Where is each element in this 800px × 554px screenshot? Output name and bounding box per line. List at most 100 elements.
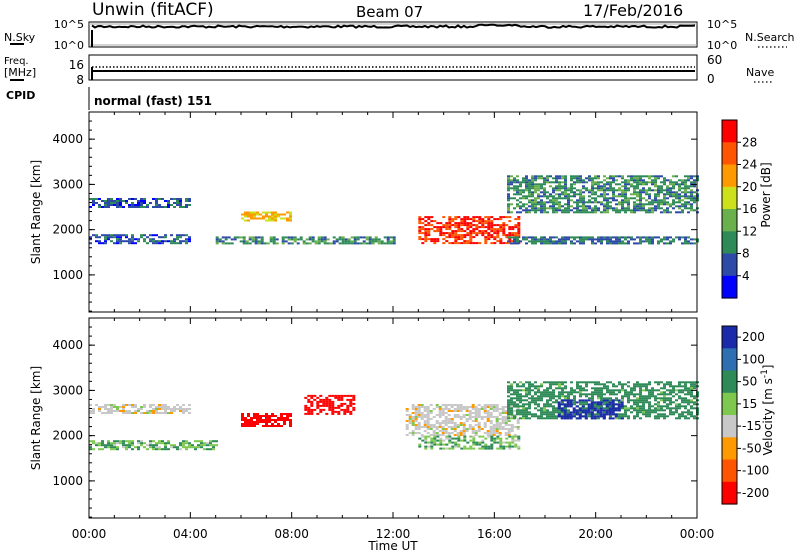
power-cell bbox=[347, 240, 351, 243]
power-cell bbox=[244, 219, 247, 222]
velocity-cell bbox=[113, 404, 116, 406]
velocity-cell bbox=[621, 407, 624, 410]
power-cell bbox=[424, 220, 428, 223]
power-cell bbox=[107, 204, 110, 206]
velocity-cell bbox=[603, 385, 606, 388]
velocity-cell bbox=[633, 409, 636, 412]
velocity-cell bbox=[501, 418, 505, 420]
power-cell bbox=[525, 177, 528, 180]
power-cell bbox=[621, 189, 624, 192]
power-cell bbox=[131, 198, 134, 200]
power-cell bbox=[179, 236, 182, 239]
power-cell bbox=[472, 220, 476, 223]
velocity-cell bbox=[283, 413, 286, 415]
velocity-cell bbox=[546, 403, 549, 406]
velocity-cell bbox=[675, 385, 678, 388]
velocity-cell bbox=[444, 406, 448, 408]
velocity-cell bbox=[433, 441, 437, 444]
velocity-cell bbox=[417, 426, 421, 428]
velocity-cell bbox=[125, 404, 128, 406]
velocity-cell bbox=[600, 397, 603, 400]
velocity-cell bbox=[611, 417, 615, 420]
velocity-cell bbox=[546, 381, 549, 384]
power-cell bbox=[555, 197, 558, 200]
velocity-cell bbox=[450, 418, 454, 420]
velocity-cell bbox=[459, 434, 463, 436]
velocity-cell bbox=[492, 404, 496, 406]
velocity-cell bbox=[161, 408, 164, 410]
velocity-cell bbox=[630, 389, 633, 392]
velocity-cell bbox=[247, 413, 250, 415]
power-cell bbox=[164, 236, 167, 239]
power-cell bbox=[693, 179, 696, 182]
velocity-cell bbox=[158, 446, 161, 449]
velocity-cell bbox=[134, 410, 137, 412]
velocity-cell bbox=[522, 405, 525, 408]
power-cell bbox=[639, 193, 642, 196]
velocity-cell bbox=[584, 413, 588, 416]
power-cell bbox=[606, 181, 609, 184]
velocity-cell bbox=[465, 414, 469, 416]
velocity-cell bbox=[690, 391, 693, 394]
power-cell bbox=[146, 206, 149, 208]
velocity-cell bbox=[331, 404, 335, 407]
velocity-cell bbox=[346, 410, 350, 413]
velocity-cell bbox=[465, 406, 469, 408]
power-cell bbox=[627, 242, 630, 245]
velocity-cell bbox=[170, 412, 173, 414]
velocity-cell bbox=[203, 444, 206, 447]
velocity-cell bbox=[152, 408, 155, 410]
power-cell bbox=[519, 193, 522, 196]
power-cell bbox=[221, 240, 225, 243]
power-cell bbox=[224, 238, 228, 241]
velocity-cell bbox=[414, 412, 418, 414]
velocity-cell bbox=[672, 401, 675, 404]
power-cell bbox=[510, 181, 513, 184]
power-cell bbox=[585, 177, 588, 180]
velocity-cell bbox=[98, 442, 101, 445]
velocity-cell bbox=[319, 410, 323, 413]
power-cell bbox=[101, 234, 104, 237]
power-cell bbox=[648, 193, 651, 196]
velocity-cell bbox=[405, 414, 409, 416]
velocity-cell bbox=[262, 421, 265, 423]
power-cell bbox=[519, 205, 522, 208]
power-cell bbox=[481, 226, 485, 229]
velocity-cell bbox=[639, 393, 642, 396]
velocity-cell bbox=[570, 387, 573, 390]
power-cell bbox=[687, 207, 690, 210]
power-cell bbox=[573, 181, 576, 184]
power-cell bbox=[502, 224, 506, 227]
velocity-cell bbox=[504, 428, 508, 430]
power-cell bbox=[546, 179, 549, 182]
velocity-cell bbox=[465, 408, 469, 410]
power-cell bbox=[666, 209, 669, 212]
power-cell bbox=[107, 202, 110, 204]
power-cell bbox=[188, 236, 191, 239]
velocity-cell bbox=[669, 393, 672, 396]
power-cell bbox=[155, 202, 158, 204]
power-cell bbox=[454, 218, 458, 221]
power-cell bbox=[457, 224, 461, 227]
velocity-cell bbox=[678, 383, 681, 386]
velocity-cell bbox=[510, 416, 514, 418]
nsky-right-tick-top: 10^5 bbox=[707, 18, 737, 31]
power-cell bbox=[451, 218, 455, 221]
power-cell bbox=[681, 191, 684, 194]
power-cell bbox=[684, 205, 687, 208]
velocity-cell bbox=[531, 399, 534, 402]
power-cell bbox=[525, 195, 528, 198]
power-cell bbox=[256, 217, 259, 220]
power-cell bbox=[690, 193, 693, 196]
power-cell bbox=[347, 242, 351, 245]
power-cell bbox=[540, 185, 543, 188]
power-cell bbox=[528, 181, 531, 184]
velocity-cell bbox=[430, 439, 434, 442]
power-cell bbox=[490, 236, 494, 239]
velocity-cell bbox=[289, 419, 292, 421]
velocity-cell bbox=[310, 412, 314, 415]
power-cell bbox=[274, 215, 277, 218]
power-cell bbox=[579, 209, 582, 212]
power-cell bbox=[481, 218, 485, 221]
power-cell bbox=[510, 211, 513, 214]
